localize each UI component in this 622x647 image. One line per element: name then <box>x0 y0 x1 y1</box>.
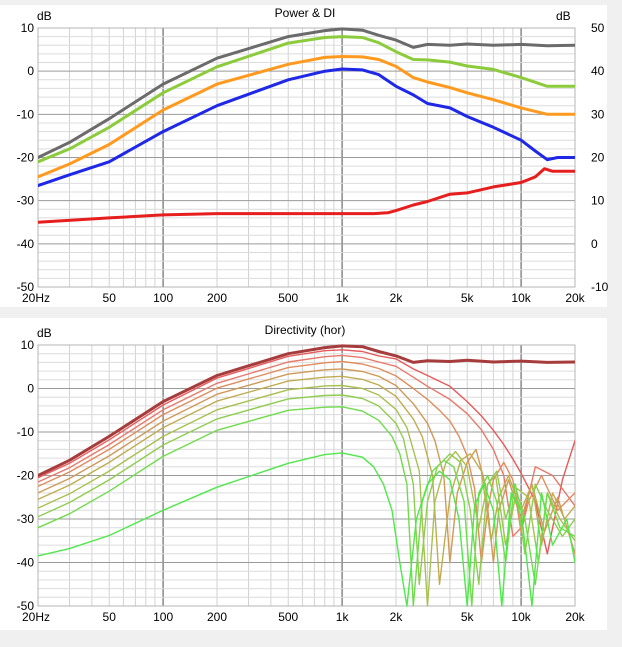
y-tick-label: -20 <box>17 469 35 483</box>
series-lines <box>38 27 575 224</box>
y-tick-label: -40 <box>17 556 35 570</box>
plot-area <box>0 318 607 630</box>
series-line-1 <box>38 27 575 159</box>
y-tick-label: -20 <box>17 151 35 165</box>
y2-tick-labels: 50 40 30 20 10 0 -10 <box>591 21 609 294</box>
y-axis-label: dB <box>37 326 52 340</box>
y-tick-labels: 10 0 -10 -20 -30 -40 -50 <box>17 21 35 294</box>
series-line-6 <box>38 375 575 585</box>
series-line-8 <box>38 394 575 585</box>
x-tick-label: 10k <box>511 291 531 305</box>
x-tick-label: 20Hz <box>22 291 50 305</box>
y-tick-label: 0 <box>27 382 34 396</box>
x-tick-label: 500 <box>278 610 298 624</box>
y2-axis-label: dB <box>556 9 571 23</box>
x-tick-label: 5k <box>461 291 475 305</box>
y-tick-label: -50 <box>17 280 35 294</box>
x-tick-label: 50 <box>103 610 117 624</box>
y-tick-label: 10 <box>21 338 35 352</box>
series-line-5 <box>38 167 575 224</box>
y-tick-label: -30 <box>17 194 35 208</box>
y2-tick-label: -10 <box>591 280 609 294</box>
x-tick-labels: 20Hz 50 100 200 500 1k 2k 5k 10k 20k <box>22 291 586 305</box>
x-tick-label: 200 <box>207 610 227 624</box>
series-line-4 <box>38 67 575 188</box>
x-tick-label: 5k <box>461 610 475 624</box>
y-tick-labels: 10 0 -10 -20 -30 -40 -50 <box>17 338 35 613</box>
x-tick-label: 20k <box>565 610 585 624</box>
plot-area <box>0 5 607 307</box>
y-tick-label: -50 <box>17 599 35 613</box>
y2-tick-label: 30 <box>591 107 605 121</box>
series-line-10 <box>38 452 575 607</box>
grid <box>37 27 576 288</box>
power-di-panel: 20Hz 50 100 200 500 1k 2k 5k 10k 20k 100-10-20-30… <box>0 5 609 307</box>
y-tick-label: -30 <box>17 512 35 526</box>
y2-tick-label: 50 <box>591 21 605 35</box>
x-tick-label: 200 <box>207 291 227 305</box>
x-tick-label: 100 <box>153 291 173 305</box>
x-tick-label: 20Hz <box>22 610 50 624</box>
y-axis-label: dB <box>37 9 52 23</box>
x-tick-label: 100 <box>153 610 173 624</box>
y2-tick-label: 10 <box>591 194 605 208</box>
y-tick-label: 0 <box>27 64 34 78</box>
y-tick-label: -10 <box>17 107 35 121</box>
x-tick-labels: 20Hz 50 100 200 500 1k 2k 5k 10k 20k <box>22 610 586 624</box>
series-lines <box>38 344 575 607</box>
y-tick-label: 10 <box>21 21 35 35</box>
series-line-2 <box>38 35 575 164</box>
x-tick-label: 1k <box>336 610 350 624</box>
chart-title: Power & DI <box>275 6 336 20</box>
y-tick-label: -40 <box>17 237 35 251</box>
series-line-3 <box>38 354 575 538</box>
x-tick-label: 20k <box>565 291 585 305</box>
series-line-1 <box>38 344 575 477</box>
x-tick-label: 50 <box>103 291 117 305</box>
x-tick-label: 10k <box>511 610 531 624</box>
x-tick-label: 500 <box>278 291 298 305</box>
directivity-panel: 20Hz 50 100 200 500 1k 2k 5k 10k 20k 100-10-20-30… <box>0 318 607 630</box>
x-tick-label: 2k <box>390 610 404 624</box>
y-tick-label: -10 <box>17 425 35 439</box>
y2-tick-label: 40 <box>591 64 605 78</box>
series-line-2 <box>38 349 575 555</box>
x-tick-label: 1k <box>336 291 350 305</box>
series-line-3 <box>38 55 575 179</box>
series-line-7 <box>38 384 575 607</box>
y2-tick-label: 0 <box>591 237 598 251</box>
y2-tick-label: 20 <box>591 151 605 165</box>
chart-title: Directivity (hor) <box>265 323 346 337</box>
x-tick-label: 2k <box>390 291 404 305</box>
